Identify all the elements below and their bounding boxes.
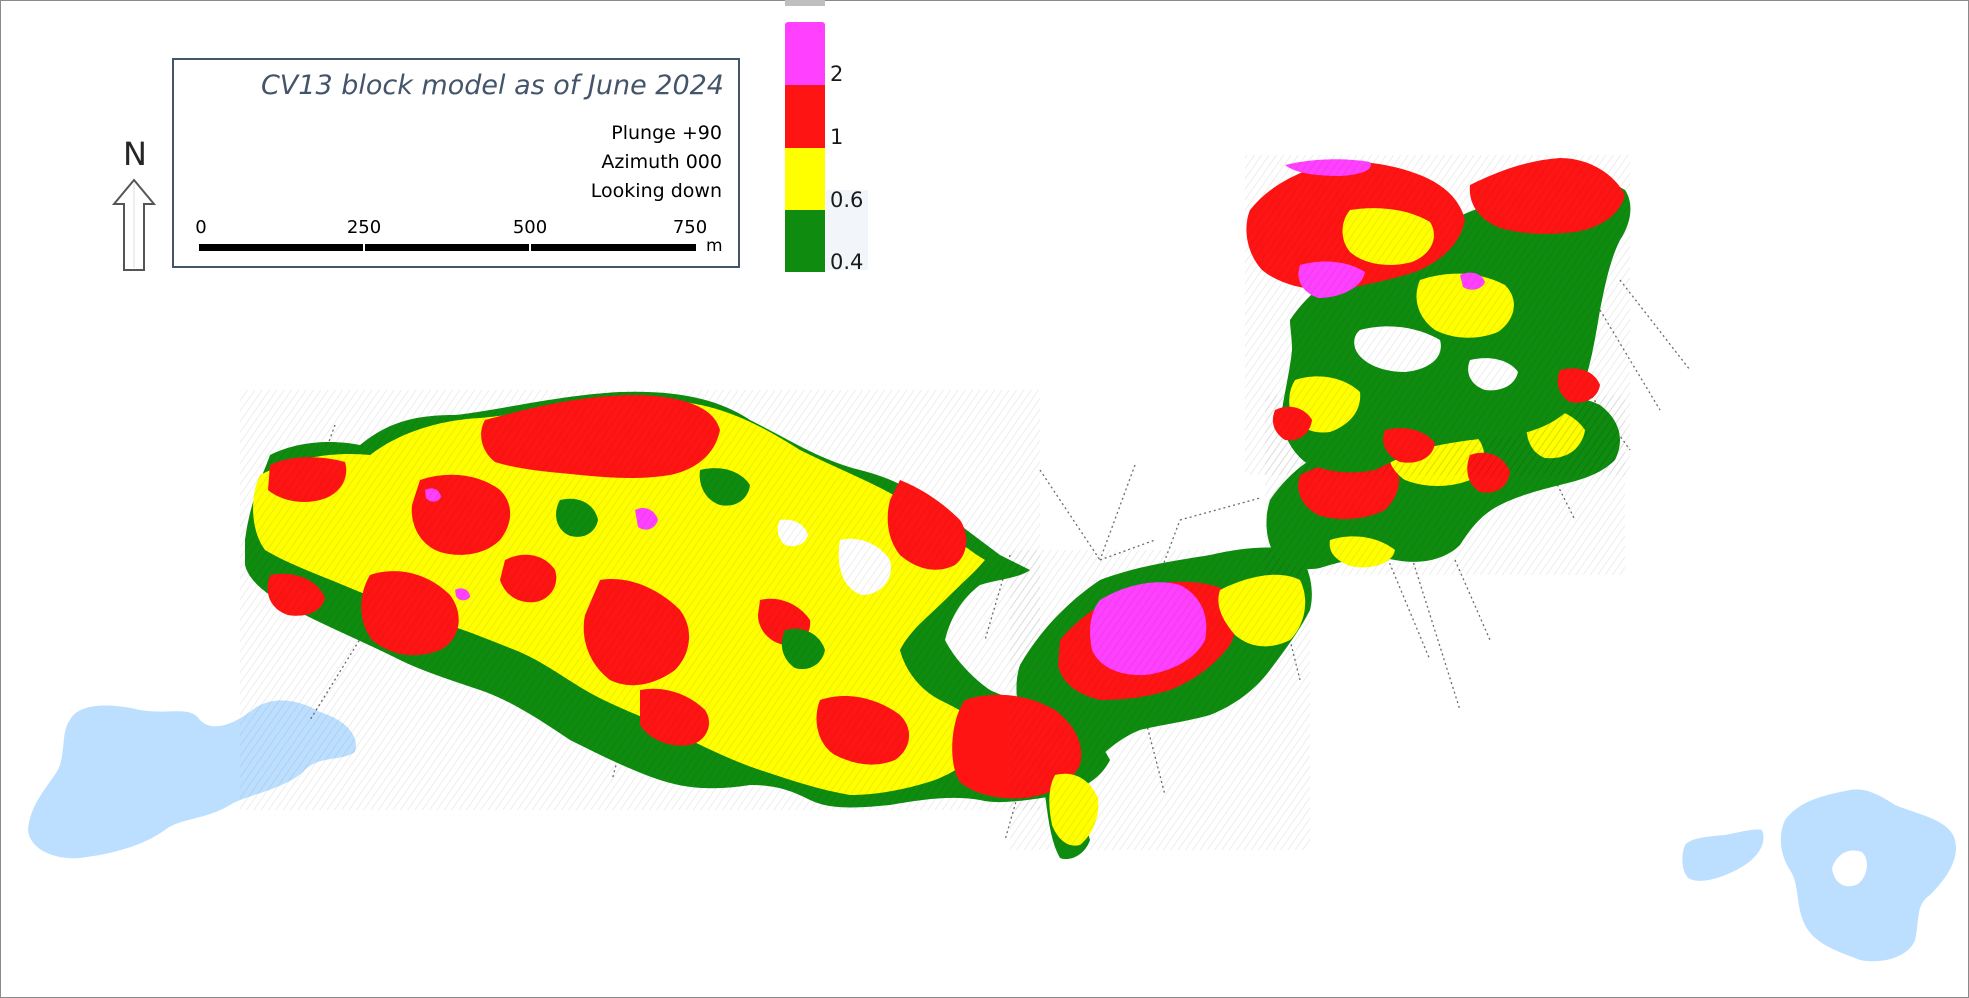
north-label: N bbox=[123, 135, 147, 173]
scale-tick-750: 750 bbox=[672, 217, 708, 238]
scale-unit: m bbox=[706, 236, 723, 256]
grade-blocks-central bbox=[952, 547, 1312, 860]
scale-tick-500: 500 bbox=[512, 217, 548, 238]
legend-label-2: 2 bbox=[830, 62, 844, 86]
view-plunge: Plunge +90 bbox=[611, 122, 722, 144]
map-title: CV13 block model as of June 2024 bbox=[260, 70, 724, 101]
view-azimuth: Azimuth 000 bbox=[601, 151, 722, 173]
legend-label-1: 1 bbox=[830, 125, 844, 149]
scale-tick-0: 0 bbox=[195, 217, 207, 238]
grade-blocks-west bbox=[240, 390, 1110, 810]
legend-class-mid-high bbox=[785, 85, 825, 148]
view-looking: Looking down bbox=[590, 180, 722, 202]
legend-label-background bbox=[826, 190, 868, 270]
map-info-panel: CV13 block model as of June 2024 Plunge … bbox=[172, 58, 740, 268]
lake-east-small bbox=[1682, 829, 1764, 881]
scale-divider bbox=[529, 244, 531, 251]
legend-top-cap bbox=[785, 0, 825, 6]
grade-blocks-northeast bbox=[1245, 155, 1631, 475]
scale-divider bbox=[363, 244, 365, 251]
scale-tick-250: 250 bbox=[346, 217, 382, 238]
north-arrow-icon bbox=[111, 178, 157, 277]
legend-class-high bbox=[785, 22, 825, 85]
legend-label-0-4: 0.4 bbox=[830, 250, 864, 274]
lake-east-large bbox=[1780, 789, 1956, 962]
legend-class-low bbox=[785, 210, 825, 272]
scale-bar bbox=[199, 244, 696, 251]
legend-label-0-6: 0.6 bbox=[830, 188, 864, 212]
legend-class-mid bbox=[785, 148, 825, 210]
